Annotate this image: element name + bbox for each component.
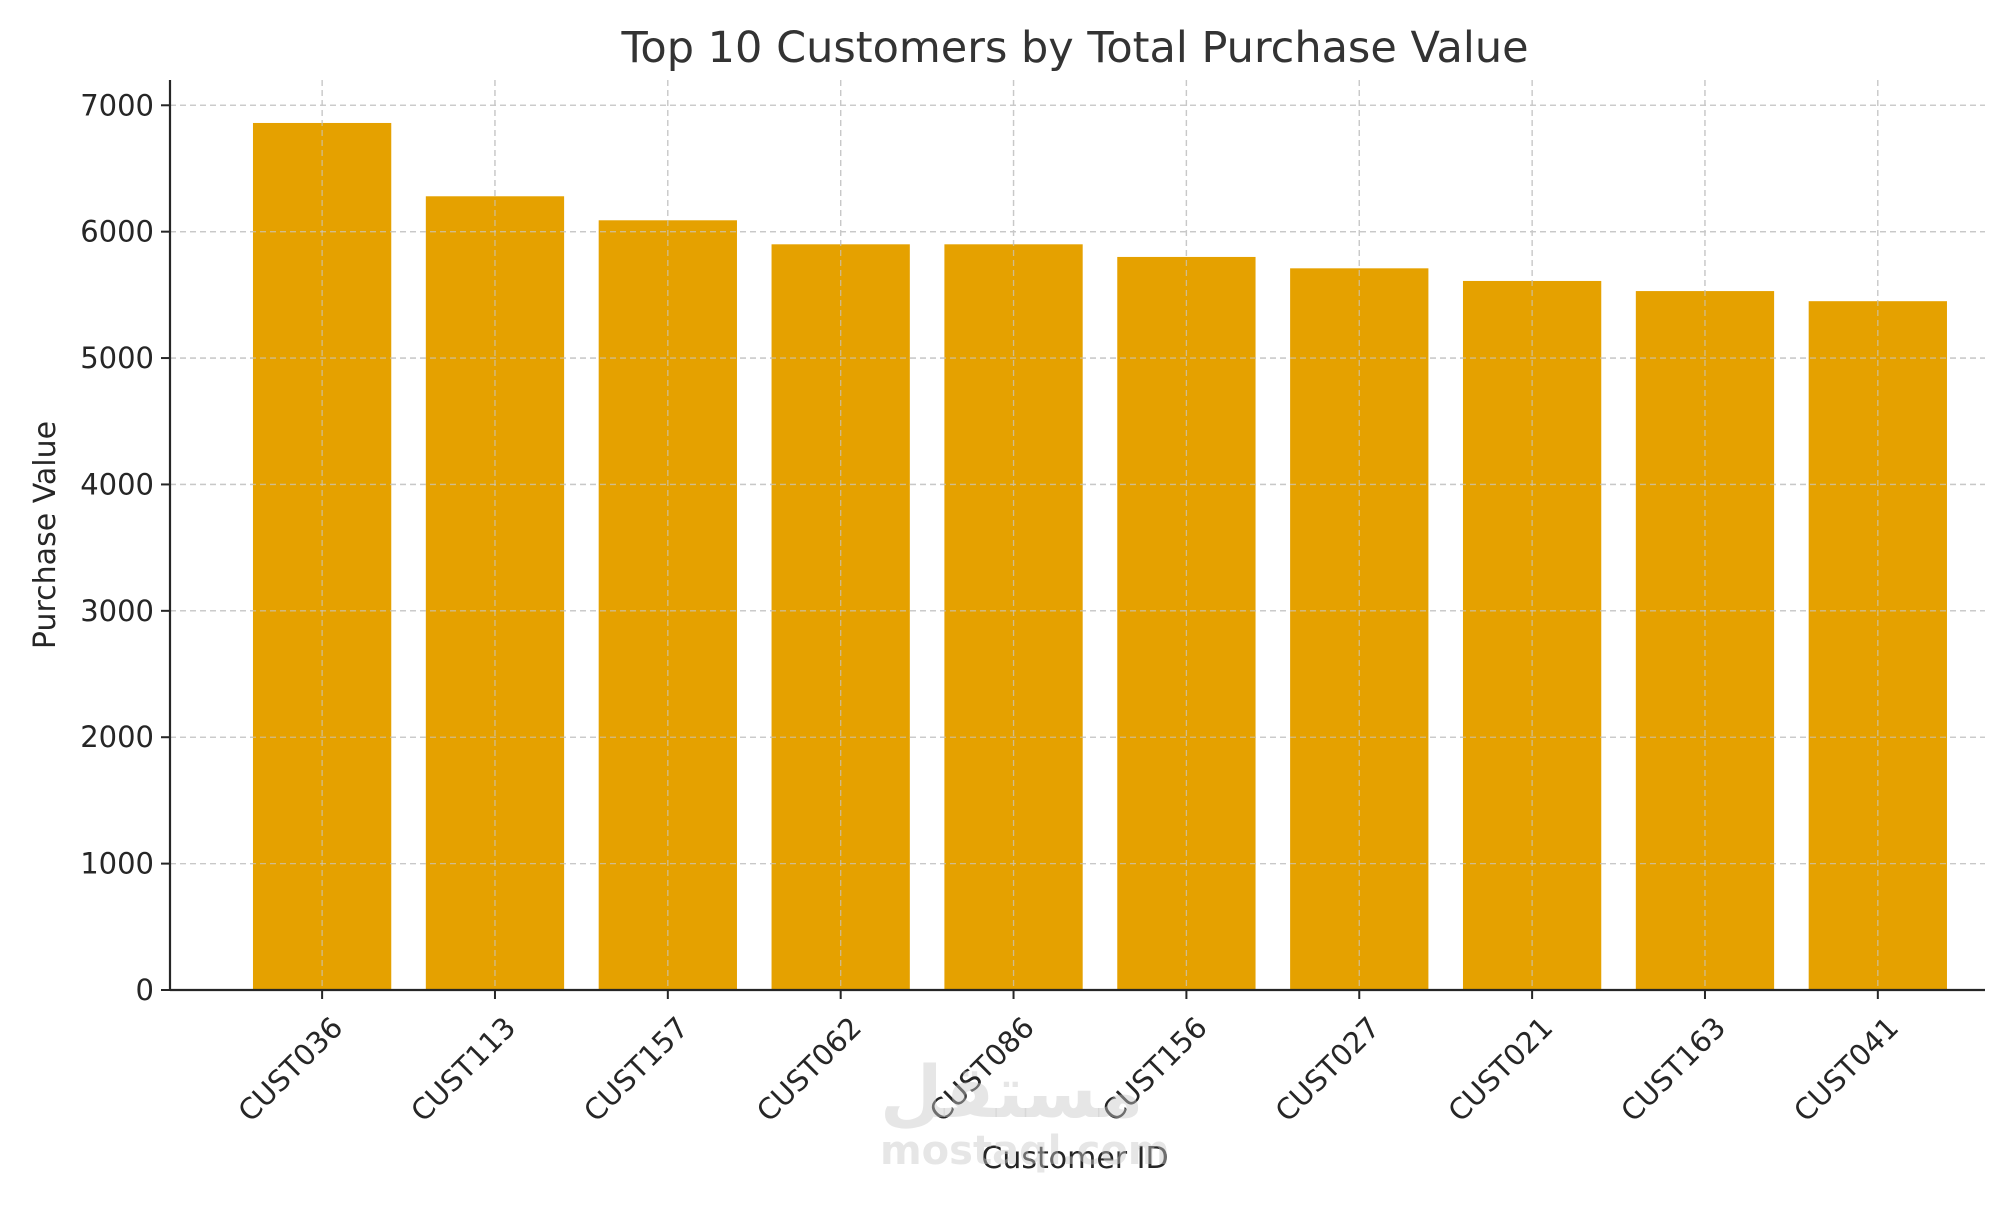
bar-layer bbox=[170, 80, 1985, 991]
x-tick-label: CUST041 bbox=[1787, 1010, 1905, 1128]
y-tick-label: 7000 bbox=[80, 88, 154, 122]
x-tick-label: CUST062 bbox=[750, 1010, 868, 1128]
y-tick-label: 5000 bbox=[80, 341, 154, 375]
y-tick-label: 6000 bbox=[80, 215, 154, 249]
bar bbox=[944, 244, 1083, 991]
bar bbox=[771, 244, 910, 991]
x-tick-label: CUST027 bbox=[1269, 1010, 1387, 1128]
bar bbox=[1290, 268, 1429, 990]
x-tick-label: CUST036 bbox=[231, 1010, 349, 1128]
x-tick-label: CUST113 bbox=[404, 1010, 522, 1128]
y-axis-title: Purchase Value bbox=[28, 421, 63, 649]
chart-title: Top 10 Customers by Total Purchase Value bbox=[620, 23, 1528, 73]
y-tick-label: 3000 bbox=[80, 594, 154, 628]
x-tick-label: CUST163 bbox=[1614, 1010, 1732, 1128]
y-tick-label: 0 bbox=[136, 973, 154, 1007]
x-tick-label: CUST157 bbox=[577, 1010, 695, 1128]
x-tick-label: CUST086 bbox=[923, 1010, 1041, 1128]
x-tick-label: CUST156 bbox=[1096, 1010, 1214, 1128]
y-tick-label: 4000 bbox=[80, 467, 154, 501]
x-tick-label: CUST021 bbox=[1441, 1010, 1559, 1128]
y-tick-label: 2000 bbox=[80, 720, 154, 754]
x-axis-title: Customer ID bbox=[981, 1141, 1168, 1176]
y-tick-label: 1000 bbox=[80, 847, 154, 881]
